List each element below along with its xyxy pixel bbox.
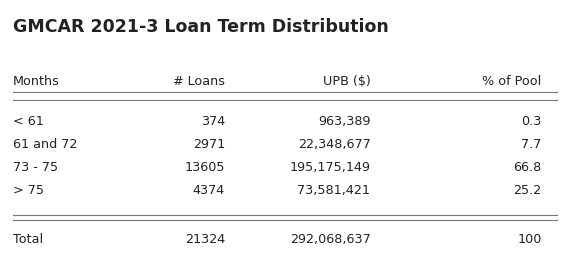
Text: 66.8: 66.8 [513,161,542,174]
Text: 61 and 72: 61 and 72 [13,138,77,151]
Text: Months: Months [13,75,59,88]
Text: 963,389: 963,389 [318,115,370,128]
Text: 21324: 21324 [185,233,225,246]
Text: 374: 374 [201,115,225,128]
Text: 7.7: 7.7 [521,138,542,151]
Text: 292,068,637: 292,068,637 [290,233,370,246]
Text: Total: Total [13,233,43,246]
Text: 4374: 4374 [193,184,225,197]
Text: 0.3: 0.3 [521,115,542,128]
Text: 25.2: 25.2 [513,184,542,197]
Text: < 61: < 61 [13,115,43,128]
Text: 195,175,149: 195,175,149 [290,161,370,174]
Text: 22,348,677: 22,348,677 [298,138,370,151]
Text: UPB ($): UPB ($) [323,75,370,88]
Text: > 75: > 75 [13,184,43,197]
Text: GMCAR 2021-3 Loan Term Distribution: GMCAR 2021-3 Loan Term Distribution [13,18,388,36]
Text: 100: 100 [517,233,542,246]
Text: 73,581,421: 73,581,421 [298,184,370,197]
Text: 13605: 13605 [185,161,225,174]
Text: 2971: 2971 [193,138,225,151]
Text: % of Pool: % of Pool [482,75,542,88]
Text: 73 - 75: 73 - 75 [13,161,58,174]
Text: # Loans: # Loans [173,75,225,88]
